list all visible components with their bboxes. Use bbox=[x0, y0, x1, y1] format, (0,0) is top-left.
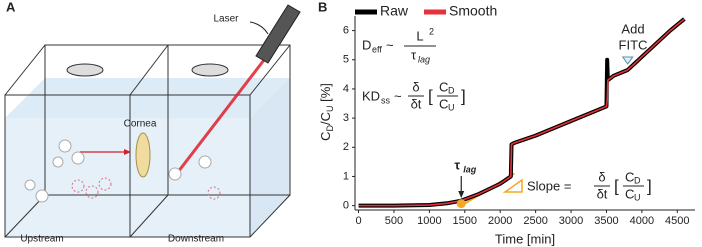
ann-text: C bbox=[625, 186, 634, 201]
ann-sub: eff bbox=[372, 44, 382, 54]
y-tick-label: 3 bbox=[343, 112, 349, 124]
bracket: ] bbox=[461, 86, 466, 105]
water bbox=[5, 118, 250, 237]
ann-text: δt bbox=[411, 96, 422, 111]
y-tick-label: 1 bbox=[343, 170, 349, 182]
arrow-head bbox=[124, 149, 131, 155]
panel-label: A bbox=[6, 0, 16, 14]
x-tick-label: 0 bbox=[355, 215, 361, 227]
ann-sup: 2 bbox=[429, 26, 434, 36]
ann-text: δ bbox=[412, 79, 419, 94]
y-title-part: C bbox=[318, 132, 333, 141]
diagram: Laser Cornea Upstream Downstream bbox=[4, 4, 301, 245]
y-title-part: /C bbox=[318, 112, 333, 125]
upstream-label: Upstream bbox=[20, 234, 63, 245]
ann-text: ~ bbox=[386, 37, 394, 52]
slope-annotation: Slope = δ δt [ C D C U ] bbox=[502, 169, 652, 202]
x-tick-label: 3000 bbox=[559, 215, 583, 227]
fitc-label: Add bbox=[621, 21, 644, 36]
tau-arrow-head bbox=[458, 191, 465, 198]
ann-sub: U bbox=[634, 192, 641, 202]
ann-text: C bbox=[439, 96, 448, 111]
ann-sub: D bbox=[448, 85, 455, 95]
ann-text: KD bbox=[362, 88, 380, 103]
kdss-annotation: KD ss ~ δ δt [ C D C U ] bbox=[362, 79, 466, 112]
series-line bbox=[358, 18, 685, 207]
slope-triangle bbox=[502, 178, 523, 193]
molecules bbox=[71, 177, 221, 200]
ann-sub: ss bbox=[381, 95, 391, 105]
tau-sub: lag bbox=[463, 164, 477, 174]
bracket: ] bbox=[647, 176, 652, 195]
bracket: [ bbox=[614, 176, 619, 195]
x-tick-label: 3500 bbox=[594, 215, 618, 227]
bracket: [ bbox=[428, 86, 433, 105]
particles bbox=[24, 139, 212, 203]
cornea bbox=[135, 132, 151, 178]
water-side bbox=[250, 78, 290, 237]
downstream-label: Downstream bbox=[168, 234, 224, 245]
ann-sub: D bbox=[634, 175, 641, 185]
x-tick-label: 2500 bbox=[523, 215, 547, 227]
laser-beam bbox=[176, 59, 266, 173]
y-title-part: [%] bbox=[318, 83, 333, 105]
ann-text: C bbox=[439, 79, 448, 94]
ann-text: δ bbox=[598, 169, 605, 184]
y-tick-label: 2 bbox=[343, 141, 349, 153]
port bbox=[191, 63, 229, 77]
fitc-label: FITC bbox=[619, 37, 648, 52]
y-axis-title: CD/CU [%] bbox=[318, 83, 335, 141]
ann-sub: U bbox=[448, 102, 455, 112]
ann-text: δt bbox=[597, 186, 608, 201]
panel-label: B bbox=[318, 0, 327, 14]
ann-text: C bbox=[625, 169, 634, 184]
y-tick-label: 6 bbox=[343, 24, 349, 36]
laser-device bbox=[255, 4, 301, 64]
y-tick-label: 5 bbox=[343, 54, 349, 66]
laser-label: Laser bbox=[213, 14, 239, 25]
x-tick-label: 4500 bbox=[665, 215, 689, 227]
ann-text: ~ bbox=[394, 88, 402, 103]
y-title-sub: U bbox=[325, 106, 335, 113]
tank bbox=[4, 44, 291, 238]
fitc-marker bbox=[621, 56, 634, 65]
label-arrow bbox=[249, 21, 269, 35]
legend-label: Raw bbox=[380, 3, 409, 19]
x-tick-label: 1000 bbox=[417, 215, 441, 227]
ann-text: Slope = bbox=[527, 178, 571, 193]
y-title-sub: D bbox=[325, 125, 335, 132]
deff-annotation: D eff ~ L 2 τ lag bbox=[362, 26, 436, 64]
cornea-label: Cornea bbox=[124, 119, 157, 130]
legend-label: Smooth bbox=[449, 3, 497, 19]
ann-sub: lag bbox=[418, 54, 430, 64]
tau-label: τ bbox=[454, 157, 460, 172]
x-tick-label: 500 bbox=[385, 215, 403, 227]
x-tick-label: 1500 bbox=[453, 215, 477, 227]
y-tick-label: 4 bbox=[343, 83, 349, 95]
y-tick-label: 0 bbox=[343, 200, 349, 212]
ann-text: D bbox=[362, 37, 371, 52]
x-tick-label: 2000 bbox=[488, 215, 512, 227]
x-tick-label: 4000 bbox=[630, 215, 654, 227]
ann-text: L bbox=[416, 28, 423, 43]
ann-text: τ bbox=[411, 47, 417, 62]
lag-point bbox=[456, 199, 466, 209]
x-axis-title: Time [min] bbox=[495, 231, 555, 246]
port bbox=[66, 63, 104, 77]
water-surface bbox=[5, 78, 290, 118]
